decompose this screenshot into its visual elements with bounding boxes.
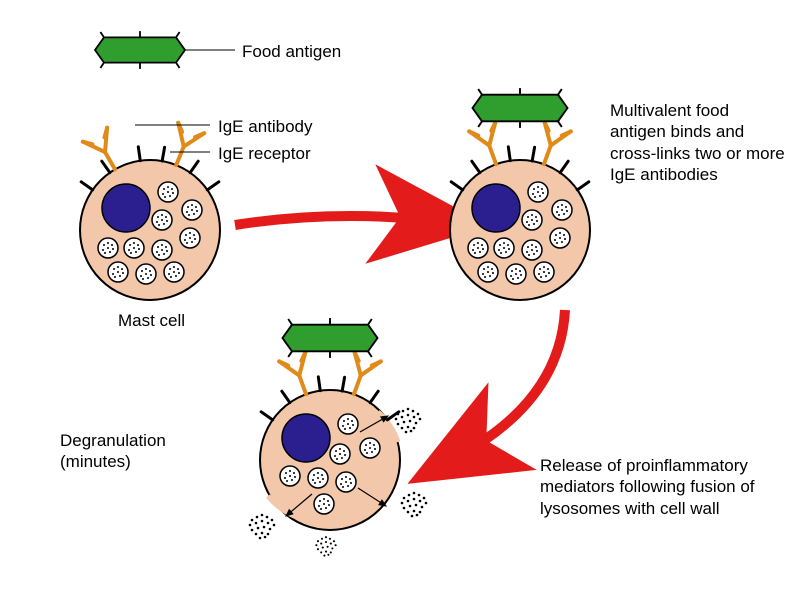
arrow-step1 [235,216,430,225]
legend-antigen [95,31,235,69]
label-mast-cell: Mast cell [118,310,185,331]
label-ige-receptor: IgE receptor [218,143,311,164]
label-degranulation: Degranulation (minutes) [60,430,200,473]
label-ige-antibody: IgE antibody [218,116,313,137]
label-release: Release of proinflammatory mediators fol… [540,455,770,519]
mast-cell-stage3 [249,318,428,557]
mast-cell-stage2 [450,88,590,300]
label-step2: Multivalent food antigen binds and cross… [610,100,785,185]
mast-cell-stage1 [80,123,220,300]
arrow-step2 [460,310,565,455]
label-antigen: Food antigen [242,41,341,62]
